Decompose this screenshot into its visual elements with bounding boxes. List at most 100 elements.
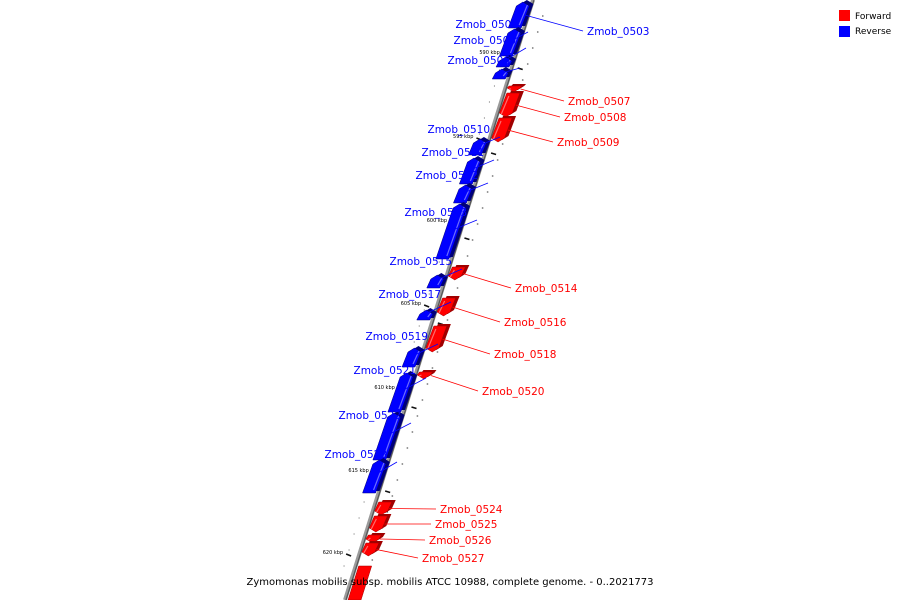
gene-glyph-highlight [506, 59, 511, 65]
gene-leader-line [384, 422, 412, 437]
gene-glyph[interactable] [374, 500, 396, 516]
gene-glyph-highlight [469, 160, 480, 182]
major-tick [490, 152, 497, 156]
gene-label[interactable]: Zmob_0522 [339, 410, 401, 422]
legend-reverse-swatch [839, 26, 850, 37]
gene-glyph-body [453, 184, 473, 204]
gene-leader-line [442, 338, 491, 355]
gene-label[interactable]: Zmob_0526 [429, 535, 492, 547]
gene-glyph-body [499, 28, 522, 57]
gene-label[interactable]: Zmob_0507 [568, 96, 630, 108]
gene-glyph-partial [347, 565, 373, 600]
gene-glyph-body [499, 92, 521, 118]
gene-labels: Zmob_0503 Zmob_0504 Zmob_0505 Zmob_0506 Zmob… [325, 14, 649, 565]
gene-label[interactable]: Zmob_0518 [494, 349, 556, 361]
gene-glyph-highlight [463, 187, 471, 201]
gene-label[interactable]: Zmob_0510 [428, 124, 490, 136]
kbp-label: 610 kbp [374, 385, 394, 391]
gene-leader-line [501, 47, 527, 63]
gene-glyph-body [436, 297, 457, 317]
gene-glyph[interactable] [362, 458, 390, 494]
gene-glyph-body [425, 325, 448, 353]
legend-reverse-label: Reverse [855, 27, 892, 37]
gene-label[interactable]: Zmob_0509 [557, 137, 619, 149]
gene-glyph[interactable] [435, 202, 471, 260]
gene-label[interactable]: Zmob_0506 [448, 55, 511, 67]
gene-glyph-body [506, 85, 523, 93]
gene-label[interactable]: Zmob_0516 [504, 317, 567, 329]
gene-leader-line [433, 268, 463, 282]
gene-glyph[interactable] [447, 265, 470, 281]
gene-glyph-highlight [500, 95, 510, 115]
gene-glyph-body [468, 138, 487, 156]
gene-glyph-highlight [363, 545, 369, 554]
gene-label[interactable]: Zmob_0514 [515, 283, 578, 295]
gene-leader-line [422, 301, 452, 316]
gene-leader-line [389, 508, 437, 510]
gene-track [347, 0, 534, 600]
gene-glyph-body [416, 371, 433, 380]
gene-leader-line [524, 14, 584, 32]
gene-glyph-highlight [367, 537, 371, 541]
gene-label[interactable]: Zmob_0511 [422, 147, 484, 159]
gene-glyph[interactable] [416, 370, 437, 380]
gene-glyph-body [387, 372, 414, 413]
gene-glyph[interactable] [361, 541, 383, 557]
gene-glyph-body [347, 565, 373, 600]
gene-label[interactable]: Zmob_0523 [325, 449, 387, 461]
gene-leader-line [475, 136, 501, 148]
gene-leader-line [467, 159, 495, 172]
kbp-label: 600 kbp [427, 218, 447, 224]
gene-label[interactable]: Zmob_0527 [422, 553, 484, 565]
gene-label[interactable]: Zmob_0503 [587, 26, 649, 38]
gene-glyph[interactable] [491, 116, 517, 143]
gene-label[interactable]: Zmob_0508 [564, 112, 626, 124]
gene-label[interactable]: Zmob_0515 [390, 256, 452, 268]
gene-glyph[interactable] [425, 324, 451, 353]
gene-glyph[interactable] [387, 371, 418, 413]
gene-glyph[interactable] [369, 514, 392, 533]
gene-glyph[interactable] [372, 411, 405, 461]
gene-glyph-body [372, 412, 401, 461]
gene-label[interactable]: Zmob_0524 [440, 504, 503, 516]
gene-glyph[interactable] [506, 84, 527, 93]
gene-label[interactable]: Zmob_0505 [454, 35, 516, 47]
gene-label[interactable]: Zmob_0512 [416, 170, 478, 182]
major-tick [464, 237, 470, 241]
kbp-label: 620 kbp [323, 550, 343, 556]
gene-glyph-highlight [492, 120, 502, 140]
gene-label[interactable]: Zmob_0525 [435, 519, 497, 531]
gene-label[interactable]: Zmob_0517 [379, 289, 441, 301]
gene-glyph[interactable] [495, 55, 517, 68]
gene-glyph[interactable] [499, 27, 525, 57]
gene-glyph[interactable] [365, 533, 386, 544]
kbp-tick [345, 553, 352, 557]
gene-glyph[interactable] [436, 296, 460, 317]
gene-glyph-body [374, 501, 393, 516]
gene-glyph[interactable] [453, 183, 477, 204]
kbp-label: 605 kbp [401, 301, 421, 307]
legend-forward-label: Forward [855, 12, 891, 22]
gene-label[interactable]: Zmob_0519 [366, 331, 428, 343]
gene-glyph-body [435, 203, 467, 260]
genome-backbone-highlight [345, 0, 535, 600]
kbp-tick [423, 304, 430, 308]
gene-glyph[interactable] [507, 0, 534, 29]
gene-glyph-body [495, 56, 513, 68]
gene-glyph-highlight [398, 375, 412, 410]
gene-glyph[interactable] [499, 91, 524, 118]
gene-glyph[interactable] [458, 156, 485, 185]
gene-label[interactable]: Zmob_0521 [354, 365, 416, 377]
gene-glyph-body [362, 459, 387, 494]
gene-glyph[interactable] [401, 346, 425, 368]
gene-glyph-highlight [509, 31, 520, 54]
gene-label[interactable]: Zmob_0513 [405, 207, 467, 219]
major-tick [384, 490, 391, 494]
gene-label[interactable]: Zmob_0504 [456, 19, 519, 31]
gene-label[interactable]: Zmob_0520 [482, 386, 544, 398]
gene-leader-line [376, 549, 419, 559]
kbp-label: 595 kbp [453, 134, 473, 140]
gene-leader-line [498, 67, 521, 75]
gene-glyph[interactable] [426, 273, 448, 289]
gene-glyph-body [426, 274, 445, 289]
